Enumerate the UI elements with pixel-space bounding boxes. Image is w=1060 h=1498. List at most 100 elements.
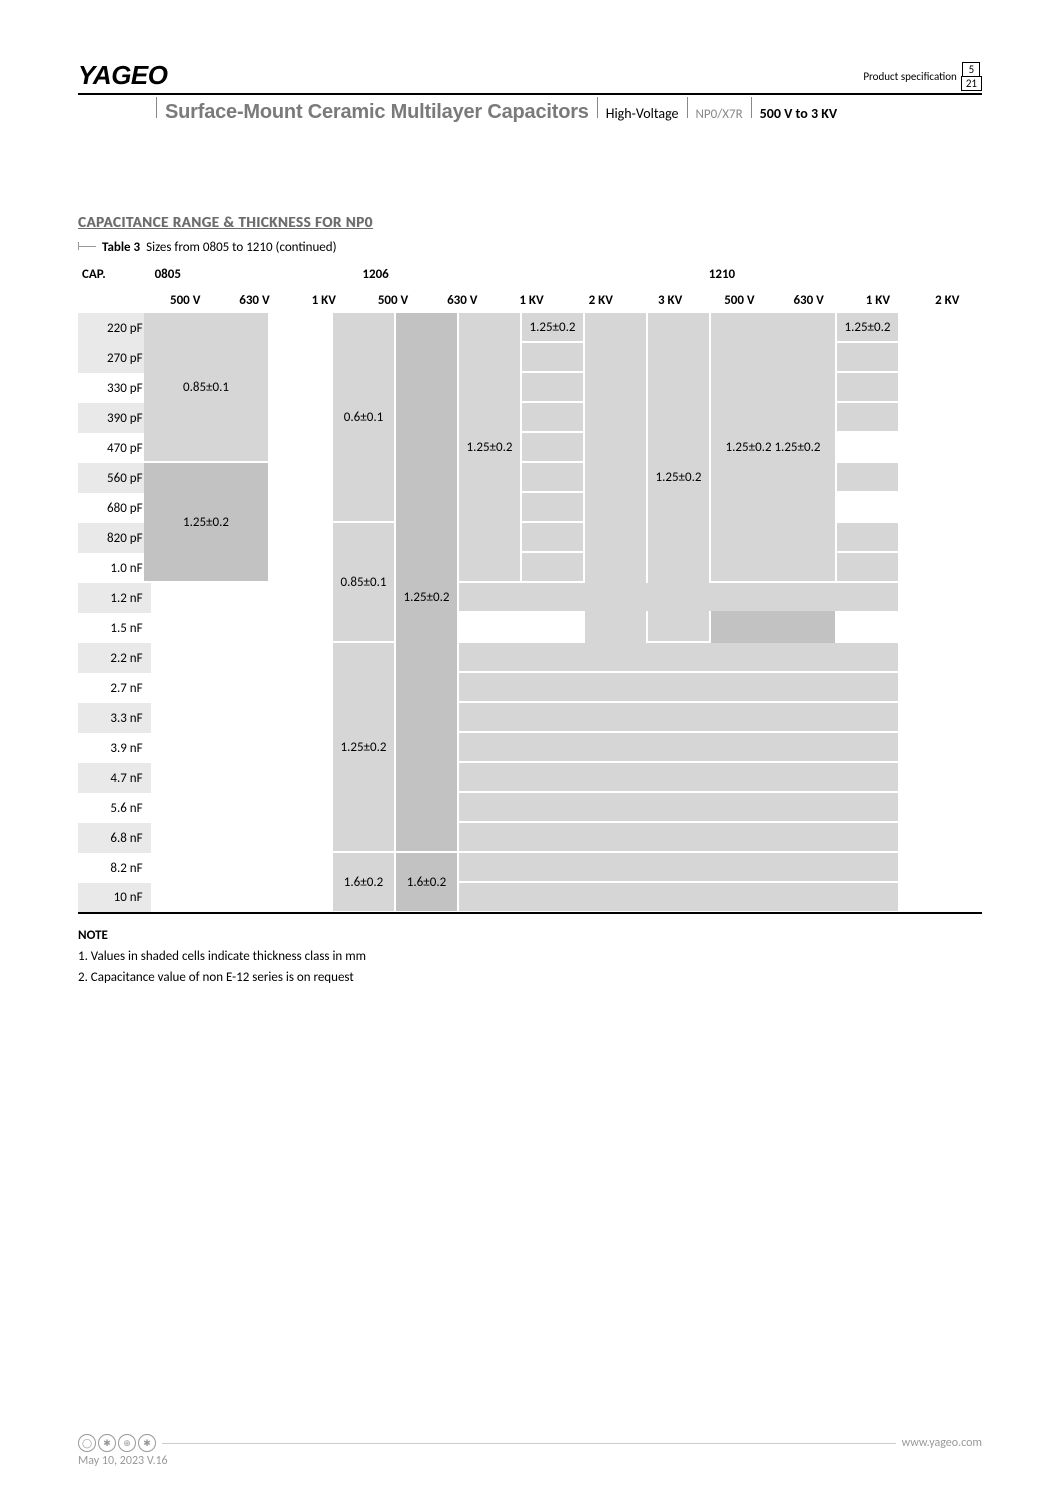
value-cell bbox=[913, 643, 982, 673]
value-cell bbox=[220, 403, 289, 433]
empty-header bbox=[78, 287, 151, 313]
value-cell bbox=[220, 613, 289, 643]
value-cell bbox=[566, 703, 635, 733]
value-cell bbox=[428, 313, 497, 343]
value-cell bbox=[774, 733, 843, 763]
value-cell bbox=[913, 583, 982, 613]
value-cell bbox=[843, 793, 912, 823]
value-cell bbox=[220, 733, 289, 763]
table-row: 470 pF bbox=[78, 433, 982, 463]
value-cell bbox=[358, 703, 427, 733]
cap-cell: 6.8 nF bbox=[78, 823, 151, 853]
value-cell bbox=[843, 493, 912, 523]
value-cell bbox=[220, 493, 289, 523]
value-cell bbox=[220, 853, 289, 883]
value-cell bbox=[358, 853, 427, 883]
cap-cell: 560 pF bbox=[78, 463, 151, 493]
value-cell bbox=[774, 433, 843, 463]
size-header: 1210 bbox=[705, 261, 982, 287]
value-cell bbox=[428, 703, 497, 733]
value-cell bbox=[358, 463, 427, 493]
table-row: 10 nF bbox=[78, 883, 982, 913]
value-cell bbox=[774, 313, 843, 343]
value-cell bbox=[358, 553, 427, 583]
value-cell bbox=[358, 523, 427, 553]
header-bar: YAGEO Product specification 5 21 bbox=[78, 60, 982, 95]
voltage-header: 1 KV bbox=[289, 287, 358, 313]
table-caption-label: Table 3 bbox=[102, 240, 140, 255]
value-cell bbox=[289, 463, 358, 493]
value-cell bbox=[774, 523, 843, 553]
value-cell bbox=[566, 793, 635, 823]
value-cell bbox=[497, 703, 566, 733]
value-cell bbox=[635, 733, 704, 763]
value-cell bbox=[220, 553, 289, 583]
value-cell bbox=[497, 343, 566, 373]
tag-voltage: 500 V to 3 KV bbox=[760, 105, 838, 122]
value-cell bbox=[705, 733, 774, 763]
value-cell bbox=[151, 643, 220, 673]
value-cell bbox=[497, 553, 566, 583]
value-cell bbox=[151, 583, 220, 613]
tag-hv: High-Voltage bbox=[606, 105, 679, 122]
value-cell bbox=[358, 403, 427, 433]
cap-cell: 470 pF bbox=[78, 433, 151, 463]
voltage-header: 500 V bbox=[705, 287, 774, 313]
value-cell bbox=[913, 733, 982, 763]
value-cell bbox=[497, 673, 566, 703]
value-cell bbox=[635, 613, 704, 643]
cap-cell: 1.5 nF bbox=[78, 613, 151, 643]
cap-cell: 4.7 nF bbox=[78, 763, 151, 793]
cap-cell: 10 nF bbox=[78, 883, 151, 913]
value-cell bbox=[913, 523, 982, 553]
cap-cell: 390 pF bbox=[78, 403, 151, 433]
value-cell bbox=[497, 373, 566, 403]
value-cell bbox=[289, 343, 358, 373]
voltage-header: 1 KV bbox=[843, 287, 912, 313]
value-cell bbox=[151, 553, 220, 583]
cap-cell: 680 pF bbox=[78, 493, 151, 523]
value-cell bbox=[220, 883, 289, 913]
page-current: 5 bbox=[962, 62, 980, 76]
table-row: 330 pF bbox=[78, 373, 982, 403]
voltage-header: 630 V bbox=[220, 287, 289, 313]
value-cell bbox=[220, 523, 289, 553]
value-cell bbox=[843, 433, 912, 463]
value-cell bbox=[843, 703, 912, 733]
value-cell bbox=[913, 703, 982, 733]
value-cell bbox=[428, 433, 497, 463]
value-cell bbox=[428, 583, 497, 613]
value-cell bbox=[635, 313, 704, 343]
voltage-header: 3 KV bbox=[635, 287, 704, 313]
value-cell bbox=[358, 493, 427, 523]
voltage-header: 630 V bbox=[774, 287, 843, 313]
value-cell bbox=[635, 493, 704, 523]
note-item: 1. Values in shaded cells indicate thick… bbox=[78, 947, 982, 968]
value-cell bbox=[289, 793, 358, 823]
spec-label: Product specification bbox=[863, 70, 957, 83]
value-cell bbox=[428, 373, 497, 403]
value-cell bbox=[497, 823, 566, 853]
value-cell bbox=[843, 403, 912, 433]
value-cell bbox=[289, 853, 358, 883]
value-cell bbox=[358, 313, 427, 343]
table-row: 3.9 nF bbox=[78, 733, 982, 763]
value-cell bbox=[358, 883, 427, 913]
value-cell bbox=[566, 673, 635, 703]
table-row: 2.7 nF bbox=[78, 673, 982, 703]
value-cell bbox=[843, 373, 912, 403]
value-cell bbox=[705, 823, 774, 853]
value-cell bbox=[151, 763, 220, 793]
product-title: Surface-Mount Ceramic Multilayer Capacit… bbox=[165, 101, 589, 124]
value-cell bbox=[635, 463, 704, 493]
footer-icon: ◯ bbox=[78, 1434, 96, 1452]
cap-cell: 8.2 nF bbox=[78, 853, 151, 883]
value-cell bbox=[428, 883, 497, 913]
value-cell bbox=[566, 313, 635, 343]
value-cell bbox=[220, 703, 289, 733]
table-caption: Table 3 Sizes from 0805 to 1210 (continu… bbox=[78, 240, 982, 255]
value-cell bbox=[497, 643, 566, 673]
value-cell bbox=[705, 673, 774, 703]
table-row: 4.7 nF bbox=[78, 763, 982, 793]
value-cell bbox=[843, 463, 912, 493]
